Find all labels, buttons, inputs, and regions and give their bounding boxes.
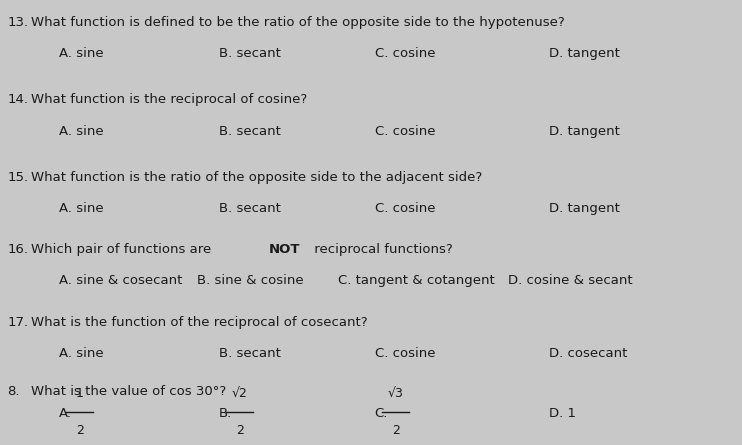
Text: 16.: 16. (7, 243, 28, 255)
Text: B. secant: B. secant (219, 202, 280, 215)
Text: B. secant: B. secant (219, 47, 280, 60)
Text: 2: 2 (392, 424, 400, 437)
Text: A. sine: A. sine (59, 125, 104, 138)
Text: √2: √2 (232, 387, 248, 400)
Text: B.: B. (219, 407, 232, 421)
Text: B. secant: B. secant (219, 125, 280, 138)
Text: 15.: 15. (7, 171, 28, 184)
Text: D. tangent: D. tangent (549, 125, 620, 138)
Text: 13.: 13. (7, 16, 28, 28)
Text: What function is the ratio of the opposite side to the adjacent side?: What function is the ratio of the opposi… (31, 171, 482, 184)
Text: C. cosine: C. cosine (375, 47, 436, 60)
Text: C. cosine: C. cosine (375, 125, 436, 138)
Text: D. tangent: D. tangent (549, 47, 620, 60)
Text: C. cosine: C. cosine (375, 347, 436, 360)
Text: C. tangent & cotangent: C. tangent & cotangent (338, 274, 494, 287)
Text: √3: √3 (388, 387, 404, 400)
Text: B. secant: B. secant (219, 347, 280, 360)
Text: A. sine: A. sine (59, 347, 104, 360)
Text: B. sine & cosine: B. sine & cosine (197, 274, 303, 287)
Text: 2: 2 (76, 424, 84, 437)
Text: A. sine: A. sine (59, 47, 104, 60)
Text: 2: 2 (236, 424, 243, 437)
Text: D. cosine & secant: D. cosine & secant (508, 274, 633, 287)
Text: 14.: 14. (7, 93, 28, 106)
Text: A.: A. (59, 407, 73, 421)
Text: reciprocal functions?: reciprocal functions? (310, 243, 453, 255)
Text: A. sine & cosecant: A. sine & cosecant (59, 274, 183, 287)
Text: NOT: NOT (269, 243, 301, 255)
Text: D. cosecant: D. cosecant (549, 347, 628, 360)
Text: What is the function of the reciprocal of cosecant?: What is the function of the reciprocal o… (31, 316, 368, 329)
Text: 17.: 17. (7, 316, 28, 329)
Text: D. 1: D. 1 (549, 407, 576, 421)
Text: 1: 1 (76, 387, 84, 400)
Text: C.: C. (375, 407, 388, 421)
Text: What is the value of cos 30°?: What is the value of cos 30°? (31, 385, 226, 398)
Text: What function is defined to be the ratio of the opposite side to the hypotenuse?: What function is defined to be the ratio… (31, 16, 565, 28)
Text: D. tangent: D. tangent (549, 202, 620, 215)
Text: What function is the reciprocal of cosine?: What function is the reciprocal of cosin… (31, 93, 307, 106)
Text: C. cosine: C. cosine (375, 202, 436, 215)
Text: 8.: 8. (7, 385, 20, 398)
Text: A. sine: A. sine (59, 202, 104, 215)
Text: Which pair of functions are: Which pair of functions are (31, 243, 216, 255)
